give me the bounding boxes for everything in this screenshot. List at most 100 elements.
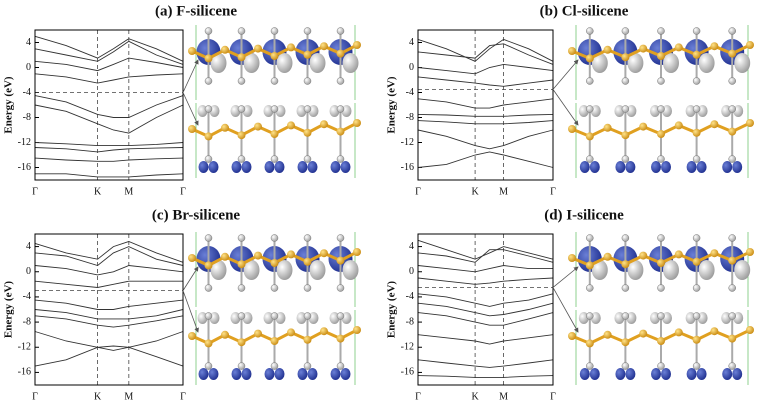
- band: [417, 334, 554, 345]
- h-atom: [621, 284, 630, 292]
- si-atom: [728, 334, 737, 343]
- x-tick-label: K: [471, 391, 479, 402]
- si-atom: [270, 259, 279, 267]
- orbital-lobe: [307, 161, 318, 173]
- h-atom: [237, 77, 246, 85]
- si-atom: [692, 128, 701, 137]
- si-atom: [621, 260, 630, 269]
- h-atom: [303, 77, 312, 85]
- orbital-lobe: [698, 53, 715, 73]
- h-atom: [303, 105, 312, 113]
- h-atom: [657, 234, 665, 242]
- si-atom: [204, 54, 213, 63]
- h-atom: [621, 155, 630, 163]
- si-atom: [353, 119, 361, 127]
- h-atom: [237, 362, 246, 370]
- h-atom: [586, 284, 594, 292]
- h-atom: [621, 105, 630, 113]
- band: [417, 302, 554, 317]
- band: [34, 345, 184, 367]
- h-atom: [237, 155, 246, 163]
- h-atom: [270, 362, 279, 370]
- si-atom: [674, 121, 683, 130]
- y-tick-label: -16: [401, 162, 414, 173]
- band: [417, 359, 554, 368]
- orbital-lobe: [696, 161, 707, 173]
- x-tick-label: M: [124, 186, 133, 197]
- h-atom: [237, 284, 246, 292]
- orbital-lobe: [198, 368, 209, 380]
- si-atom: [237, 131, 246, 140]
- orbital-lobe: [579, 161, 590, 173]
- y-tick-label: -8: [406, 316, 414, 327]
- plot-frame: [34, 29, 184, 181]
- x-tick-label: M: [499, 391, 508, 402]
- h-atom: [237, 312, 246, 320]
- band: [34, 95, 184, 118]
- arrow: [182, 266, 199, 291]
- orbital-lobe: [231, 161, 242, 173]
- band: [34, 299, 184, 310]
- band: [34, 265, 184, 276]
- orbital-lobe: [309, 260, 326, 280]
- x-tick-label: Γ: [32, 186, 38, 197]
- h-atom: [692, 362, 701, 370]
- si-atom: [287, 43, 295, 52]
- orbital-lobe: [686, 368, 697, 380]
- y-tick-label: 4: [26, 241, 31, 252]
- si-atom: [188, 254, 196, 262]
- si-atom: [728, 49, 737, 58]
- y-tick-label: -12: [18, 342, 31, 353]
- si-atom: [303, 257, 312, 266]
- orbital-lobe: [663, 260, 679, 280]
- si-atom: [621, 338, 630, 347]
- h-atom: [336, 234, 345, 242]
- orbital-lobe: [208, 368, 219, 380]
- y-tick-label: -8: [23, 316, 31, 327]
- orbital-lobe: [732, 161, 743, 173]
- si-atom: [585, 132, 594, 141]
- si-atom: [336, 334, 345, 343]
- orbital-lobe: [208, 161, 219, 173]
- orbital-lobe: [722, 161, 733, 173]
- si-atom: [639, 329, 648, 338]
- h-atom: [657, 105, 665, 113]
- orbital-lobe: [696, 368, 707, 380]
- band: [34, 241, 184, 263]
- arrow: [182, 92, 199, 126]
- orbital-lobe: [651, 368, 661, 380]
- h-atom: [586, 362, 594, 370]
- h-atom: [657, 312, 665, 320]
- orbital-lobe: [241, 161, 252, 173]
- x-tick-label: K: [471, 186, 479, 197]
- si-atom: [585, 339, 594, 348]
- h-atom: [728, 312, 736, 320]
- x-tick-label: M: [499, 186, 508, 197]
- si-atom: [674, 328, 683, 337]
- orbital-lobe: [625, 368, 636, 380]
- h-atom: [303, 284, 312, 292]
- y-tick-label: 4: [409, 241, 414, 252]
- orbital-lobe: [591, 53, 608, 73]
- band: [34, 315, 184, 328]
- h-atom: [303, 27, 312, 35]
- y-tick-label: -16: [18, 367, 31, 378]
- si-atom: [728, 256, 737, 265]
- x-tick-label: Γ: [415, 186, 421, 197]
- y-axis-label: Energy (eV): [386, 76, 398, 133]
- si-atom: [621, 53, 630, 62]
- orbital-lobe: [627, 260, 644, 280]
- panel-title: (c) Br-silicene: [152, 207, 240, 223]
- orbital-lobe: [264, 161, 275, 173]
- si-atom: [710, 120, 719, 129]
- si-atom: [746, 119, 754, 127]
- si-atom: [710, 327, 719, 336]
- si-atom: [657, 52, 665, 60]
- orbital-lobe: [661, 368, 671, 380]
- si-atom: [746, 326, 754, 334]
- si-atom: [568, 125, 576, 133]
- si-atom: [270, 337, 279, 345]
- band: [417, 293, 554, 307]
- si-atom: [221, 45, 229, 54]
- h-atom: [586, 105, 594, 113]
